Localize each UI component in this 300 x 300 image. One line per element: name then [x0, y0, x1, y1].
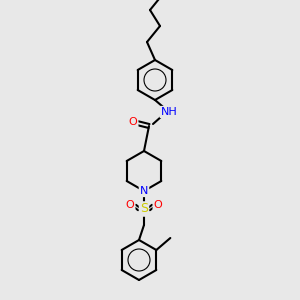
Text: O: O — [129, 117, 137, 127]
Text: O: O — [154, 200, 162, 210]
Text: NH: NH — [160, 107, 177, 117]
Text: O: O — [126, 200, 134, 210]
Text: N: N — [140, 186, 148, 196]
Text: S: S — [140, 202, 148, 215]
